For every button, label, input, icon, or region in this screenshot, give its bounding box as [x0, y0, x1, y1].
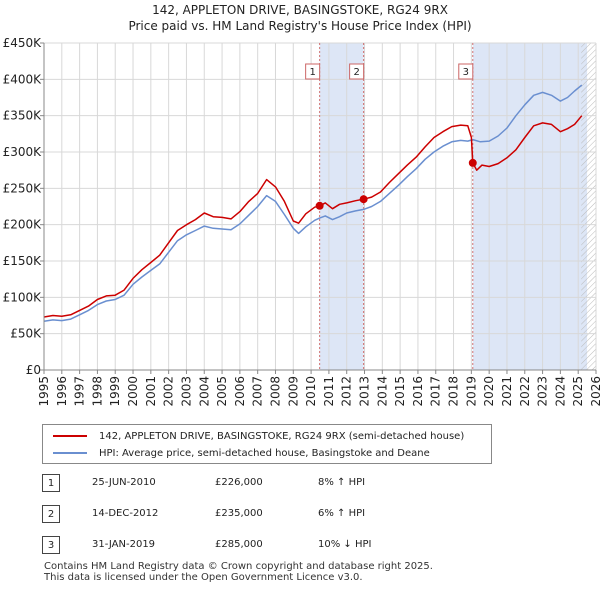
sale-number-badge: 2	[42, 505, 60, 523]
y-tick-label: £450K	[3, 36, 43, 50]
x-tick-label: 2017	[429, 376, 443, 407]
sale-price: £235,000	[215, 508, 263, 519]
x-tick-label: 1996	[55, 376, 69, 407]
chart-subtitle: Price paid vs. HM Land Registry's House …	[128, 19, 472, 33]
sale-hpi-diff: 10% ↓ HPI	[318, 539, 372, 550]
sale-number-badge: 1	[42, 474, 60, 492]
legend-swatch-price-paid	[53, 435, 87, 437]
sale-date: 31-JAN-2019	[92, 539, 156, 550]
legend-swatch-hpi	[53, 452, 87, 454]
sale-number-label: 1	[309, 67, 315, 78]
price-chart: 1 2 3 £0 £50K £100K £150K £200K £250K £300K £350K…	[3, 36, 600, 407]
sale-price: £285,000	[215, 539, 263, 550]
sale-hpi-diff: 6% ↑ HPI	[318, 508, 366, 519]
x-tick-label: 2025	[571, 376, 585, 407]
y-tick-label: £0	[26, 363, 41, 377]
price-paid-line	[43, 115, 583, 318]
x-tick-label: 2019	[464, 376, 478, 407]
sale-number-box	[305, 63, 321, 80]
y-tick-label: £300K	[3, 145, 43, 159]
sale-date: 14-DEC-2012	[92, 508, 159, 519]
legend-item-price-paid: 142, APPLETON DRIVE, BASINGSTOKE, RG24 9…	[53, 428, 464, 444]
x-tick-label: 2006	[233, 376, 247, 407]
legend: 142, APPLETON DRIVE, BASINGSTOKE, RG24 9…	[42, 424, 492, 464]
sale-point	[315, 201, 324, 210]
forecast-hatch	[581, 43, 596, 370]
y-tick-label: £50K	[10, 327, 42, 341]
sale-number-badge: 3	[42, 536, 60, 554]
x-tick-label: 2001	[144, 376, 158, 407]
x-tick-label: 2013	[358, 376, 372, 407]
sale-number-label: 2	[353, 67, 359, 78]
footer-copyright: Contains HM Land Registry data © Crown c…	[44, 561, 433, 572]
x-tick-label: 2002	[162, 376, 176, 407]
x-tick-label: 2005	[215, 376, 229, 407]
sale-point	[468, 158, 477, 167]
sale-row-2: 2 14-DEC-2012 £235,000 6% ↑ HPI	[42, 505, 442, 525]
x-tick-label: 2026	[589, 376, 600, 407]
y-tick-label: £150K	[3, 254, 43, 268]
x-tick-label: 1998	[90, 376, 104, 407]
y-tick-label: £350K	[3, 109, 43, 123]
sale-date: 25-JUN-2010	[92, 477, 156, 488]
y-tick-label: £200K	[3, 218, 43, 232]
x-tick-label: 2015	[393, 376, 407, 407]
sale-hpi-diff: 8% ↑ HPI	[318, 477, 366, 488]
x-tick-label: 2022	[518, 376, 532, 407]
x-tick-label: 2014	[375, 376, 389, 407]
x-tick-label: 1999	[108, 376, 122, 407]
footer-license: This data is licensed under the Open Gov…	[44, 572, 363, 583]
x-tick-label: 2016	[411, 376, 425, 407]
x-tick-label: 2011	[322, 376, 336, 407]
sale-point	[359, 195, 368, 204]
legend-item-hpi: HPI: Average price, semi-detached house,…	[53, 445, 430, 461]
x-tick-label: 2007	[251, 376, 265, 407]
x-tick-label: 2023	[536, 376, 550, 407]
chart-title: 142, APPLETON DRIVE, BASINGSTOKE, RG24 9…	[152, 3, 448, 17]
x-tick-label: 2012	[340, 376, 354, 407]
sale-row-3: 3 31-JAN-2019 £285,000 10% ↓ HPI	[42, 536, 442, 556]
legend-label-price-paid: 142, APPLETON DRIVE, BASINGSTOKE, RG24 9…	[99, 430, 465, 442]
y-tick-label: £250K	[3, 181, 43, 195]
x-tick-label: 1997	[73, 376, 87, 407]
sale-number-box	[349, 63, 365, 80]
shaded-period	[319, 43, 364, 370]
y-tick-label: £400K	[3, 72, 43, 86]
y-tick-label: £100K	[3, 290, 43, 304]
x-tick-label: 2024	[553, 376, 567, 407]
hpi-line	[43, 84, 583, 323]
x-tick-label: 2020	[482, 376, 496, 407]
x-tick-label: 2003	[179, 376, 193, 407]
x-tick-label: 2021	[500, 376, 514, 407]
shaded-period	[472, 43, 588, 370]
x-tick-label: 2004	[197, 376, 211, 407]
legend-label-hpi: HPI: Average price, semi-detached house,…	[99, 447, 430, 459]
footer: Contains HM Land Registry data © Crown c…	[44, 561, 433, 583]
x-tick-label: 2008	[268, 376, 282, 407]
x-tick-label: 1995	[37, 376, 51, 407]
x-tick-label: 2009	[286, 376, 300, 407]
sale-number-label: 3	[463, 67, 469, 78]
sale-row-1: 1 25-JUN-2010 £226,000 8% ↑ HPI	[42, 474, 442, 494]
x-tick-label: 2010	[304, 376, 318, 407]
sale-number-box	[458, 63, 474, 80]
x-tick-label: 2018	[447, 376, 461, 407]
sale-price: £226,000	[215, 477, 263, 488]
x-tick-label: 2000	[126, 376, 140, 407]
